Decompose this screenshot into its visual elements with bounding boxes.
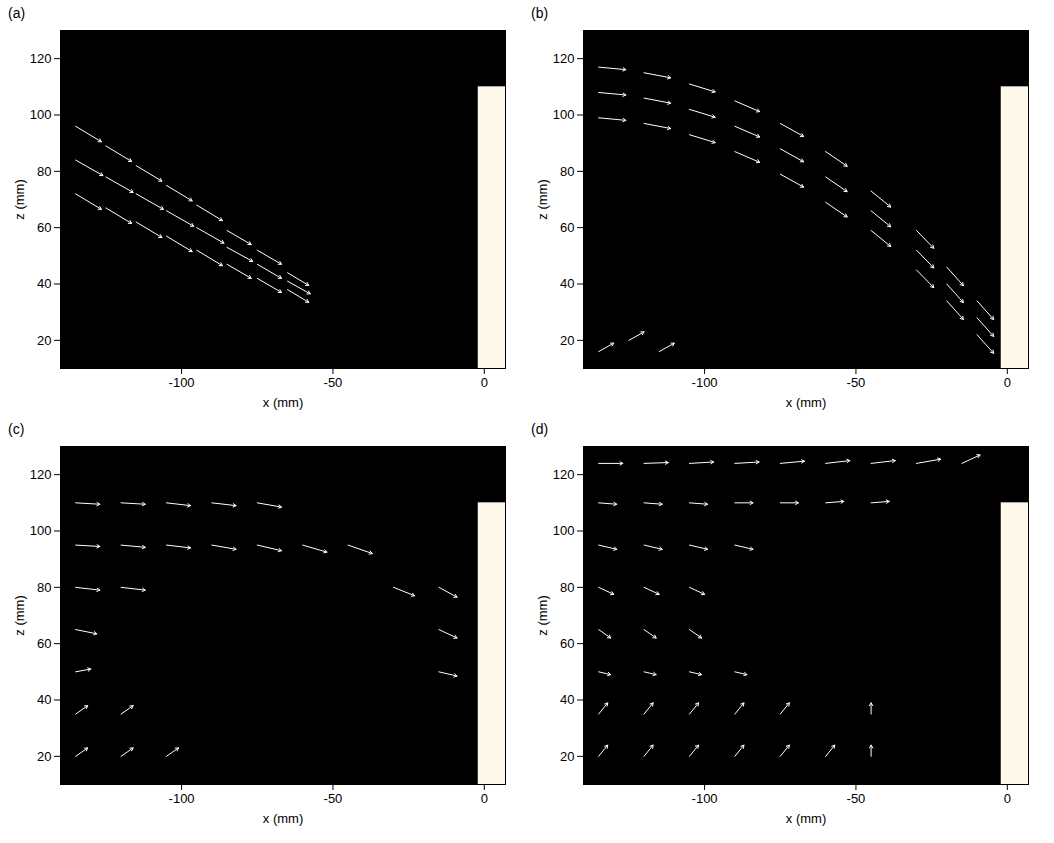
svg-text:-50: -50 (324, 791, 343, 806)
html-text:(a): (a) (8, 5, 26, 21)
svg-text:100: 100 (553, 523, 575, 538)
svg-text:-100: -100 (169, 375, 195, 390)
svg-text:x (mm): x (mm) (263, 395, 303, 410)
svg-text:20: 20 (560, 748, 574, 763)
svg-text:120: 120 (553, 467, 575, 482)
svg-text:20: 20 (37, 332, 51, 347)
svg-text:z (mm): z (mm) (535, 179, 550, 219)
svg-text:x (mm): x (mm) (263, 811, 303, 826)
svg-text:0: 0 (1004, 791, 1011, 806)
svg-text:120: 120 (30, 467, 52, 482)
svg-text:100: 100 (553, 107, 575, 122)
svg-text:-50: -50 (324, 375, 343, 390)
svg-text:100: 100 (30, 523, 52, 538)
svg-text:120: 120 (553, 51, 575, 66)
svg-text:-100: -100 (692, 791, 718, 806)
svg-text:80: 80 (37, 579, 51, 594)
svg-text:20: 20 (37, 748, 51, 763)
svg-text:80: 80 (560, 163, 574, 178)
svg-text:40: 40 (560, 276, 574, 291)
svg-text:60: 60 (37, 636, 51, 651)
svg-text:20: 20 (560, 332, 574, 347)
svg-text:60: 60 (560, 220, 574, 235)
svg-text:40: 40 (37, 276, 51, 291)
svg-text:-100: -100 (169, 791, 195, 806)
svg-text:-50: -50 (847, 791, 866, 806)
svg-text:100: 100 (30, 107, 52, 122)
svg-text:z (mm): z (mm) (12, 179, 27, 219)
html-text:(d): (d) (531, 421, 549, 437)
svg-text:-50: -50 (847, 375, 866, 390)
svg-text:60: 60 (560, 636, 574, 651)
svg-text:80: 80 (37, 163, 51, 178)
svg-text:z (mm): z (mm) (535, 595, 550, 635)
svg-text:x (mm): x (mm) (786, 811, 826, 826)
svg-text:-100: -100 (692, 375, 718, 390)
svg-text:120: 120 (30, 51, 52, 66)
svg-text:x (mm): x (mm) (786, 395, 826, 410)
svg-text:60: 60 (37, 220, 51, 235)
svg-text:40: 40 (37, 692, 51, 707)
svg-text:0: 0 (1004, 375, 1011, 390)
html-text:(c): (c) (8, 421, 25, 437)
svg-text:40: 40 (560, 692, 574, 707)
html-text:(b): (b) (531, 5, 549, 21)
svg-text:0: 0 (481, 791, 488, 806)
svg-text:80: 80 (560, 579, 574, 594)
svg-text:0: 0 (481, 375, 488, 390)
svg-text:z (mm): z (mm) (12, 595, 27, 635)
